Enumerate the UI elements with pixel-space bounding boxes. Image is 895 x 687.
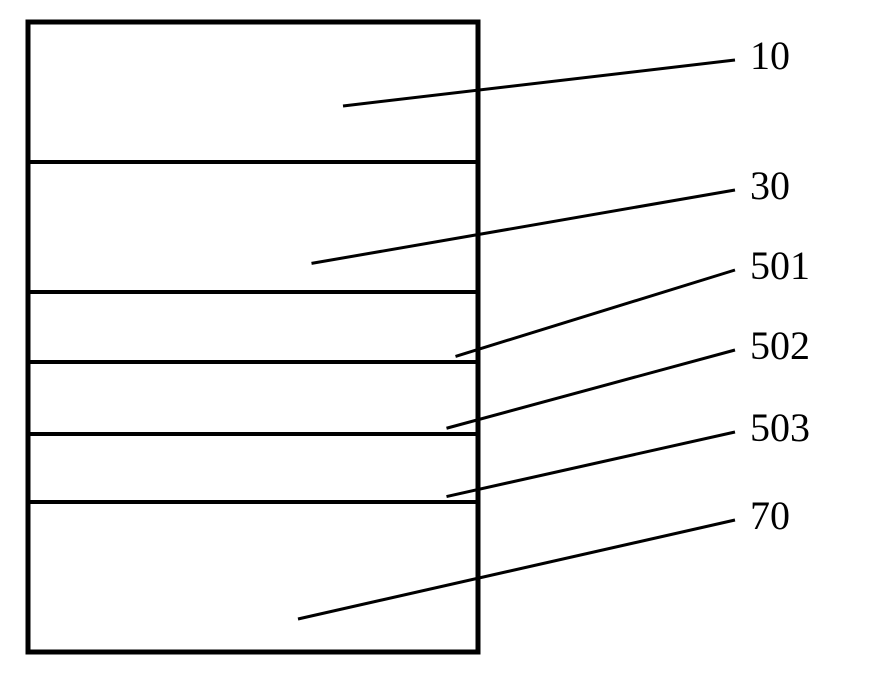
layer-label: 502	[750, 323, 810, 368]
layer-501	[28, 292, 478, 362]
layer-label: 501	[750, 243, 810, 288]
leader-line	[447, 350, 736, 428]
layer-stack	[28, 22, 478, 652]
layer-30	[28, 162, 478, 292]
layer-label: 10	[750, 33, 790, 78]
layer-stack-diagram: 10 30 501 502 503 70	[0, 0, 895, 687]
layer-label: 30	[750, 163, 790, 208]
leader-line	[456, 270, 736, 356]
layer-70	[28, 502, 478, 652]
leader-line	[447, 432, 736, 497]
layer-label: 503	[750, 405, 810, 450]
layer-label: 70	[750, 493, 790, 538]
layer-503	[28, 434, 478, 502]
layer-502	[28, 362, 478, 434]
layer-10	[28, 22, 478, 162]
